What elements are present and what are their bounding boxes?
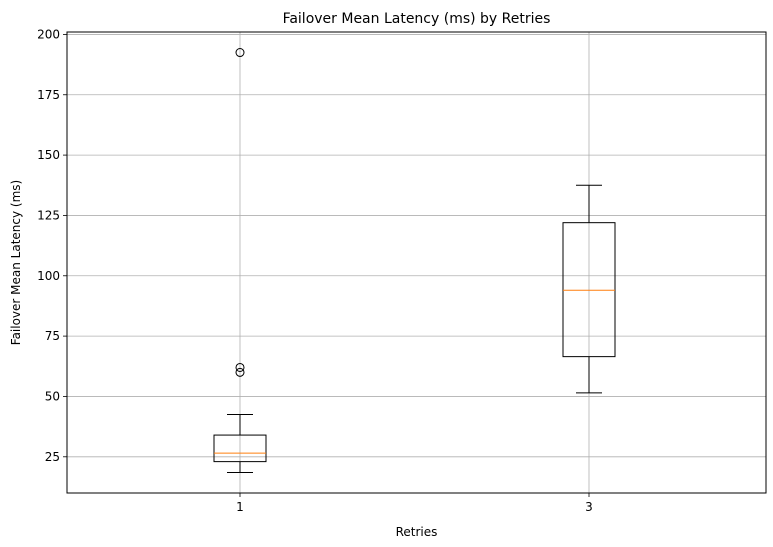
y-tick-label: 125 [37,208,60,222]
y-tick-label: 150 [37,148,60,162]
outlier-point [235,367,245,377]
x-axis-label: Retries [396,525,438,539]
outlier-point [235,362,245,372]
y-tick-label: 100 [37,269,60,283]
boxes [213,48,616,473]
axis-ticks: 25 50 75 100 125 150 175 200 1 3 [37,27,593,514]
y-tick-label: 200 [37,27,60,41]
outlier-point [235,48,245,58]
grid-lines [67,32,766,493]
iqr-box [213,434,267,463]
y-axis-label: Failover Mean Latency (ms) [9,180,23,345]
chart-title: Failover Mean Latency (ms) by Retries [283,11,551,27]
x-tick-label: 1 [236,500,244,514]
y-tick-label: 25 [45,450,60,464]
iqr-box [562,222,616,358]
y-tick-label: 50 [45,389,60,403]
plot-area-frame [66,31,767,494]
x-tick-label: 3 [585,500,593,514]
y-tick-label: 75 [45,329,60,343]
y-tick-label: 175 [37,88,60,102]
